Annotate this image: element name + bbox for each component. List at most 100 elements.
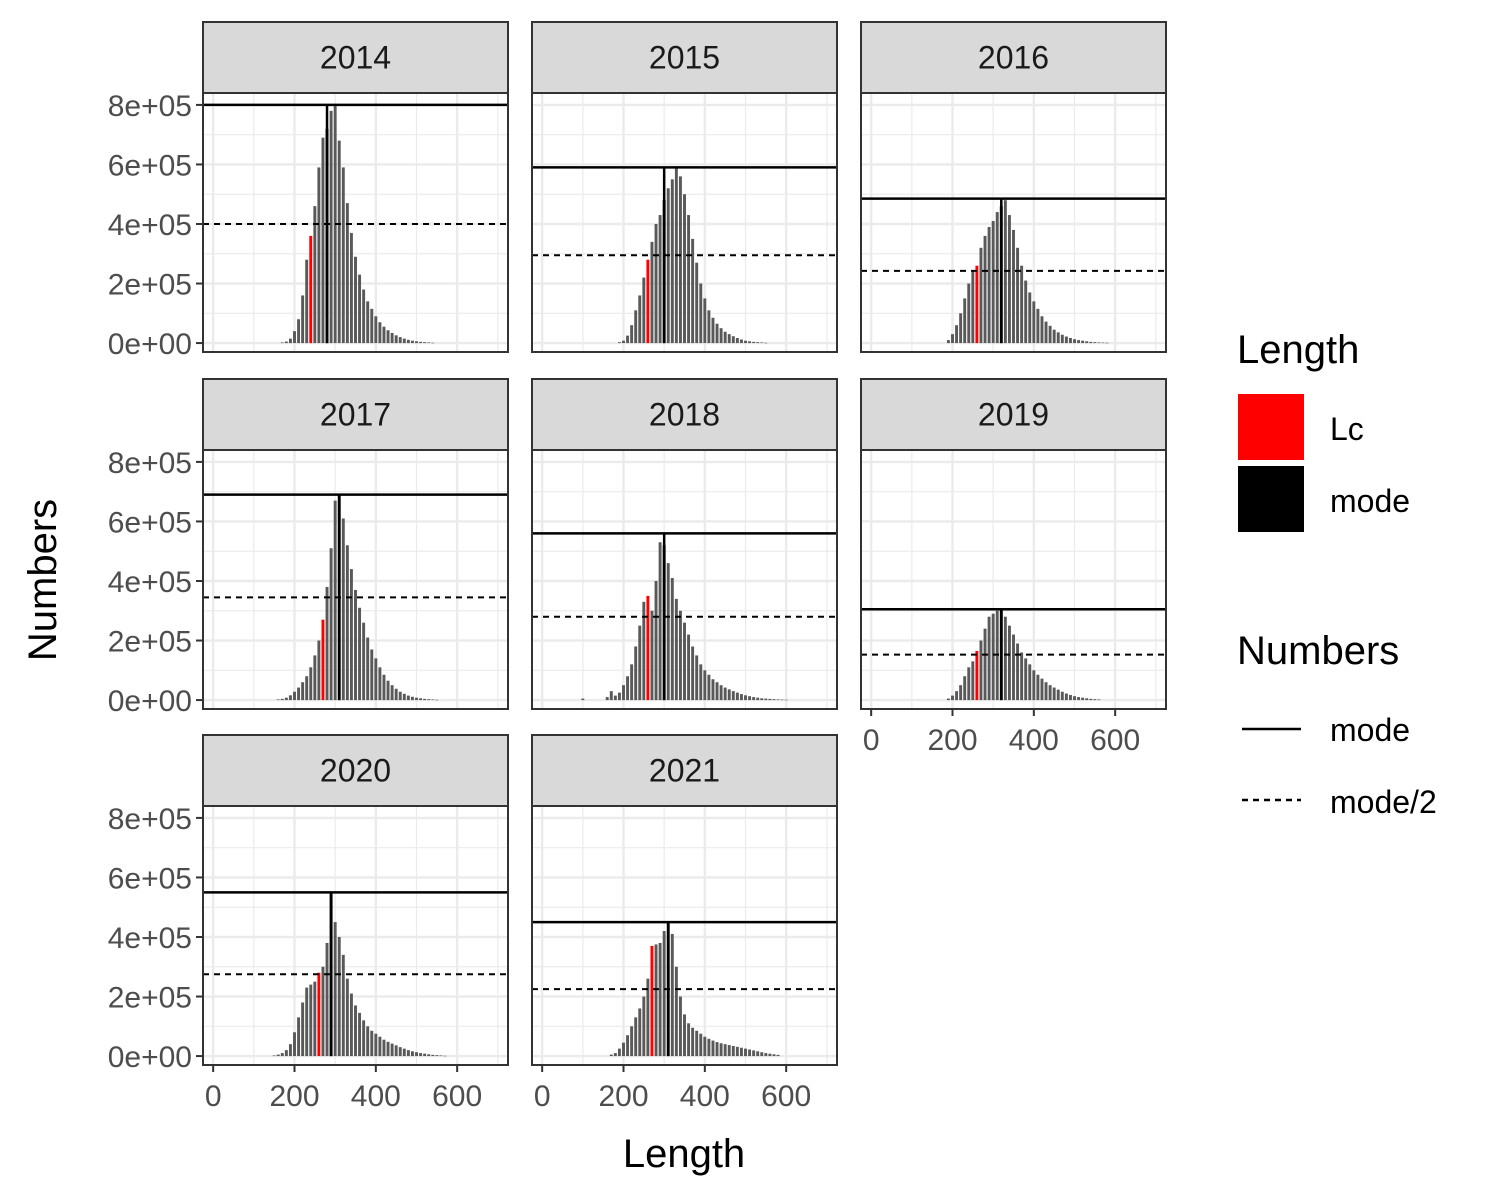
panel-2016-bar	[1007, 215, 1011, 344]
panel-2019-bar	[955, 691, 959, 701]
x-tick-label: 400	[351, 1080, 401, 1113]
panel-2018-bar	[654, 580, 658, 701]
panel-2018-bar	[715, 682, 719, 701]
panel-2021-bar	[772, 1054, 776, 1057]
panel-2017-bar	[362, 622, 366, 701]
legend-length: Length Lc mode	[1237, 328, 1410, 532]
panel-2016-bar	[1020, 265, 1024, 344]
legend-mode-half-label: mode/2	[1330, 784, 1437, 820]
y-tick-label: 2e+05	[108, 626, 192, 659]
panel-2017-bar	[276, 699, 280, 701]
panel-2021-bar	[776, 1054, 780, 1057]
panel-2021-bar	[752, 1050, 756, 1057]
panel-2016-bar	[951, 334, 954, 344]
panel-2019-bar	[1036, 674, 1040, 701]
panel-2020-bar	[297, 1017, 301, 1057]
panel-2015-bar	[711, 317, 715, 344]
panel-2021-bar	[764, 1053, 768, 1057]
panel-2014-bar	[305, 259, 309, 344]
panel-2018-bar	[666, 563, 670, 701]
x-tick-label: 600	[1090, 724, 1140, 757]
panel-2019-bar	[1056, 689, 1060, 701]
panel-2016-bar	[1105, 342, 1109, 344]
panel-2014-bar	[288, 338, 292, 344]
panel-2015-bar-lc	[646, 259, 650, 344]
panel-2018-bar	[723, 687, 727, 701]
panel-2015-bar	[748, 341, 752, 344]
panel-2017: 2017	[202, 378, 509, 710]
panel-2020-grid	[203, 806, 508, 1065]
panel-2019-bar	[1068, 695, 1072, 701]
panel-2014-border	[202, 92, 509, 353]
panel-2014-bar	[329, 110, 333, 344]
panel-2019-bar	[1003, 616, 1007, 701]
panel-2019-bar	[1073, 696, 1076, 701]
panel-2018-bar	[674, 598, 678, 701]
panel-2017-bar	[386, 680, 390, 701]
panel-2014-bar	[280, 342, 284, 344]
panel-2017-bar	[398, 691, 402, 701]
panel-2017-bar	[435, 699, 439, 701]
panel-2016-bar	[1012, 229, 1015, 344]
panel-2018-bar	[683, 622, 686, 701]
panel-2021-bar	[731, 1045, 735, 1057]
panel-2016-bar	[1093, 342, 1097, 344]
panel-2018-bar	[605, 697, 609, 701]
panel-2017-bar	[402, 693, 406, 701]
x-tick-label: 200	[598, 1080, 648, 1113]
panel-2016-bar	[1016, 247, 1020, 344]
panel-2016-bar	[1024, 280, 1028, 344]
panel-2016-bar	[1068, 338, 1072, 344]
panel-2020-bar	[284, 1050, 288, 1057]
y-tick-label: 0e+00	[108, 685, 192, 718]
panel-2014-bar	[402, 338, 406, 344]
panel-2014-bar	[284, 341, 288, 344]
panel-2020-bar	[321, 966, 325, 1057]
panel-2016-bar	[1048, 325, 1052, 344]
panel-2020-bar	[419, 1053, 423, 1057]
panel-2015-bar	[638, 295, 642, 344]
panel-2016-bar	[1085, 341, 1089, 344]
panel-2020-bar	[313, 981, 317, 1057]
panel-2017-bar	[293, 691, 296, 701]
panel-2014-grid	[203, 93, 508, 352]
panel-2021-bar	[646, 978, 650, 1057]
panel-2021-bar	[662, 931, 666, 1057]
panel-2018: 2018	[531, 378, 838, 710]
panel-2019-bar	[979, 640, 983, 701]
panel-2018-bar	[670, 578, 674, 701]
panel-2015-bar	[642, 277, 646, 344]
panel-2020-bar	[345, 978, 349, 1057]
panel-2017-bar	[358, 607, 362, 701]
panel-2021-bar	[711, 1040, 715, 1057]
panel-2015-bar	[687, 215, 691, 344]
panel-2016-bar	[1056, 332, 1060, 344]
panel-2014-bar	[349, 232, 353, 344]
panel-2021-bar	[695, 1030, 699, 1057]
panel-2019-strip-label: 2019	[978, 397, 1049, 433]
panel-2020-bar	[341, 954, 345, 1057]
panel-2014-strip-label: 2014	[320, 40, 391, 76]
panel-2016-bar	[955, 325, 959, 344]
panel-2014-bar	[370, 308, 374, 344]
panel-2020-strip-label: 2020	[320, 753, 391, 789]
panel-2020-bar	[406, 1050, 410, 1057]
panel-2019-bar	[1077, 697, 1081, 701]
panel-2017-strip	[202, 378, 509, 451]
panel-2020-bar	[378, 1036, 382, 1057]
panel-2017-bar	[423, 698, 427, 701]
panel-2017-bar	[382, 674, 386, 701]
panel-2014-bar	[394, 335, 398, 344]
panel-2018-bar	[727, 689, 731, 701]
panel-2014-bar	[321, 137, 325, 344]
panel-2015-bar	[707, 310, 711, 344]
panel-2014-bar	[362, 289, 366, 344]
panel-2014-bar	[366, 301, 370, 344]
panel-2018-bar	[748, 696, 752, 701]
panel-2015-bar	[617, 342, 621, 344]
panel-2015-bar	[727, 334, 731, 344]
panel-2018-bar	[739, 694, 743, 701]
panel-2014-bar	[427, 342, 431, 344]
panel-2020-strip	[202, 734, 509, 807]
panel-2017-bar	[349, 569, 353, 701]
